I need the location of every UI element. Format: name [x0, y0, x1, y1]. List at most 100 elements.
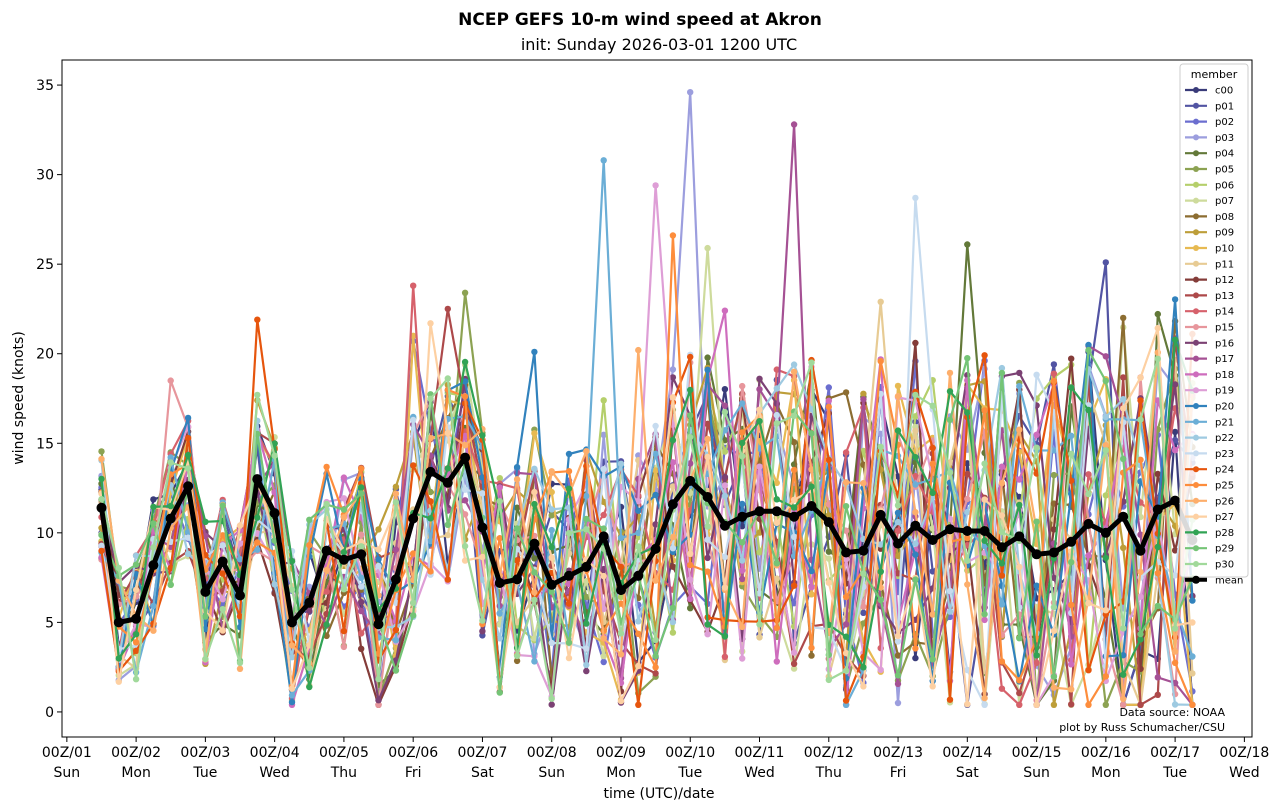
point-p29	[946, 416, 954, 424]
point-p24	[825, 456, 832, 464]
point-p18	[721, 307, 729, 314]
point-p22	[132, 552, 140, 559]
point-p29	[1016, 635, 1023, 642]
x-tick-day: Tue	[192, 765, 217, 781]
point-p16	[375, 697, 382, 704]
point-p12	[1068, 355, 1075, 362]
legend-item-p20: p20	[1185, 402, 1234, 413]
legend-label: p23	[1215, 449, 1234, 460]
legend-swatch-marker	[1193, 450, 1199, 457]
point-p29	[167, 581, 174, 588]
y-tick-label: 5	[45, 615, 54, 631]
point-p23	[704, 536, 711, 543]
point-p16	[1050, 574, 1058, 582]
legend-item-p04: p04	[1185, 149, 1234, 160]
point-p29	[1120, 455, 1127, 463]
point-p24	[513, 557, 521, 564]
point-p21	[635, 529, 642, 537]
point-p22	[479, 576, 486, 583]
point-p26	[981, 694, 988, 702]
point-p23	[669, 545, 677, 552]
point-p23	[1171, 572, 1179, 579]
point-p14	[912, 472, 919, 480]
point-p05	[583, 593, 590, 601]
point-p26	[98, 455, 105, 463]
point-p29	[219, 502, 226, 509]
point-mean	[1048, 547, 1059, 558]
point-mean	[1014, 531, 1025, 542]
point-p16	[669, 374, 677, 381]
legend-swatch-marker	[1193, 292, 1199, 299]
point-p28	[306, 683, 313, 691]
x-tick-day: Mon	[121, 765, 151, 781]
legend-item-p24: p24	[1185, 465, 1234, 476]
point-p15	[739, 382, 746, 390]
point-p18	[1171, 447, 1179, 454]
legend-swatch-marker	[1193, 134, 1199, 141]
point-p09	[392, 483, 400, 490]
point-p28	[946, 388, 954, 395]
point-p19	[687, 576, 694, 583]
point-p29	[912, 576, 919, 583]
point-p12	[1154, 470, 1162, 478]
point-p30	[842, 667, 850, 674]
point-p27	[1189, 619, 1196, 626]
point-p29	[1102, 377, 1110, 385]
point-p05	[1102, 701, 1110, 708]
point-p26	[704, 435, 711, 443]
point-p07	[704, 244, 711, 252]
point-p20	[652, 491, 659, 499]
point-p17	[790, 121, 798, 128]
point-p29	[583, 515, 590, 523]
legend-label: p03	[1215, 133, 1234, 144]
point-p20	[375, 556, 382, 563]
x-tick-label: 00Z/09	[596, 745, 646, 761]
legend-swatch-marker	[1193, 371, 1199, 378]
legend-label: p02	[1215, 117, 1234, 128]
point-p27	[375, 546, 382, 553]
legend-label: p26	[1215, 496, 1234, 507]
point-p25	[358, 465, 365, 472]
point-p30	[410, 599, 417, 607]
point-p30	[790, 412, 798, 419]
point-mean	[269, 508, 280, 519]
point-p25	[704, 568, 711, 575]
legend-item-p05: p05	[1185, 165, 1234, 176]
point-p25	[790, 466, 798, 474]
point-p29	[496, 689, 503, 696]
x-tick-label: 00Z/05	[319, 745, 369, 761]
point-p28	[721, 633, 729, 640]
series-line-p28	[100, 338, 1194, 689]
legend-label: p30	[1215, 560, 1234, 571]
point-p25	[669, 232, 677, 239]
point-p27	[825, 579, 832, 586]
point-mean	[893, 538, 903, 549]
point-p04	[531, 555, 538, 562]
point-p09	[894, 552, 902, 560]
point-p24	[219, 570, 226, 577]
point-p20	[635, 507, 642, 514]
point-p17	[842, 621, 850, 628]
point-p29	[202, 613, 209, 620]
point-mean	[996, 542, 1007, 553]
point-p27	[548, 554, 555, 561]
point-p04	[964, 241, 971, 248]
point-p26	[1137, 568, 1144, 576]
point-p15	[860, 603, 867, 610]
point-p30	[1050, 603, 1058, 611]
point-p20	[894, 509, 902, 516]
point-p23	[98, 542, 105, 549]
point-p10	[808, 591, 815, 598]
point-p24	[340, 627, 348, 635]
legend-swatch-marker	[1193, 197, 1199, 204]
point-p07	[531, 635, 538, 642]
point-p30	[98, 496, 105, 503]
point-p28	[202, 518, 209, 525]
point-p27	[790, 496, 798, 503]
point-p12	[1050, 526, 1058, 533]
point-p27	[894, 632, 902, 640]
point-p15	[964, 495, 971, 503]
point-p27	[1016, 563, 1023, 571]
point-p24	[617, 563, 625, 571]
